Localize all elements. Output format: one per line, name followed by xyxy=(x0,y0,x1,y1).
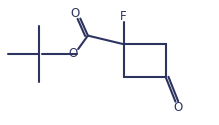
Text: O: O xyxy=(173,101,182,114)
Text: O: O xyxy=(68,48,77,60)
Text: F: F xyxy=(120,10,127,22)
Text: O: O xyxy=(70,7,79,20)
